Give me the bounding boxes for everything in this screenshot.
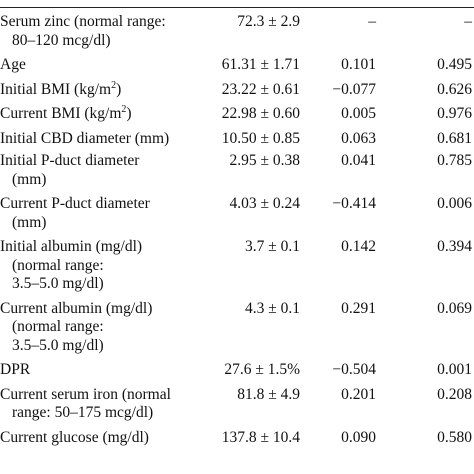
table-top-rule [0, 7, 474, 8]
mean-sd-cell: 22.98 ± 0.60 [221, 105, 300, 122]
correlation-cell: −0.077 [332, 80, 376, 98]
table-row: Initial albumin (mg/dl) (normal range: 3… [0, 232, 474, 294]
p-value-cell: 0.495 [437, 56, 472, 73]
mean-sd-cell: 10.50 ± 0.85 [221, 129, 300, 147]
variable-label: Initial BMI (kg/m [0, 80, 112, 98]
variable-label: Initial CBD diameter (mm) [0, 129, 170, 147]
correlation-cell: 0.201 [341, 385, 376, 403]
variable-cell: Current glucose (mg/dl) [0, 423, 198, 448]
variable-label: Current glucose (mg/dl) [0, 428, 149, 446]
mean-sd-cell: 27.6 ± 1.5% [224, 361, 300, 378]
variable-label-cont: (normal range: [12, 256, 104, 274]
correlation-cell: – [368, 13, 376, 30]
p-value-cell: 0.580 [437, 428, 472, 446]
variable-cell: Current albumin (mg/dl) (normal range: 3… [0, 294, 198, 356]
table-row: Initial CBD diameter (mm) 10.50 ± 0.85 0… [0, 124, 474, 149]
correlation-cell: 0.063 [341, 129, 376, 147]
correlation-table: Serum zinc (normal range: 80–120 mcg/dl)… [0, 13, 474, 447]
table-row: Current albumin (mg/dl) (normal range: 3… [0, 294, 474, 356]
p-value-cell: 0.785 [437, 152, 472, 169]
correlation-cell: 0.142 [341, 238, 376, 255]
p-value-cell: 0.208 [437, 385, 472, 403]
p-value-cell: 0.069 [437, 299, 472, 317]
p-value-cell: 0.681 [437, 129, 472, 147]
mean-sd-cell: 137.8 ± 10.4 [221, 428, 300, 446]
mean-sd-cell: 72.3 ± 2.9 [237, 13, 300, 30]
p-value-cell: 0.006 [437, 195, 472, 212]
variable-label: Initial P-duct diameter [0, 152, 140, 169]
variable-cell: Initial CBD diameter (mm) [0, 124, 198, 149]
mean-sd-cell: 4.03 ± 0.24 [229, 195, 300, 212]
table-row: Serum zinc (normal range: 80–120 mcg/dl)… [0, 13, 474, 50]
correlation-cell: 0.090 [341, 428, 376, 446]
mean-sd-cell: 4.3 ± 0.1 [244, 299, 300, 317]
table-row: Initial P-duct diameter (mm) 2.95 ± 0.38… [0, 148, 474, 189]
correlation-cell: 0.041 [341, 152, 376, 169]
table-row: Current serum iron (normal range: 50–175… [0, 380, 474, 423]
variable-label: Current serum iron (normal [0, 385, 171, 403]
variable-cell: DPR [0, 355, 198, 380]
correlation-cell: −0.504 [332, 361, 376, 378]
variable-label-cont: (mm) [12, 170, 47, 188]
variable-cell: Serum zinc (normal range: 80–120 mcg/dl) [0, 13, 198, 50]
variable-label-end: ) [126, 105, 132, 122]
variable-label: Current BMI (kg/m [0, 105, 122, 122]
variable-cell: Current BMI (kg/m2) [0, 99, 198, 124]
mean-sd-cell: 81.8 ± 4.9 [237, 385, 300, 403]
table-row: Current glucose (mg/dl) 137.8 ± 10.4 0.0… [0, 423, 474, 448]
variable-label-end: ) [116, 80, 122, 98]
variable-label-cont: 3.5–5.0 mg/dl) [12, 336, 104, 354]
correlation-cell: −0.414 [332, 195, 376, 212]
variable-label: Current albumin (mg/dl) [0, 299, 153, 317]
variable-cell: Initial BMI (kg/m2) [0, 75, 198, 100]
variable-cell: Age [0, 50, 198, 75]
variable-cell: Initial P-duct diameter (mm) [0, 148, 198, 189]
p-value-cell: – [464, 13, 472, 30]
p-value-cell: 0.976 [437, 105, 472, 122]
p-value-cell: 0.626 [437, 80, 472, 98]
p-value-cell: 0.001 [437, 361, 472, 378]
variable-cell: Initial albumin (mg/dl) (normal range: 3… [0, 232, 198, 294]
p-value-cell: 0.394 [437, 238, 472, 255]
table-row: Age 61.31 ± 1.71 0.101 0.495 [0, 50, 474, 75]
variable-label-cont: range: 50–175 mcg/dl) [12, 404, 154, 421]
superscript: 2 [121, 104, 127, 115]
table-row: Initial BMI (kg/m2) 23.22 ± 0.61 −0.077 … [0, 75, 474, 100]
variable-label: Current P-duct diameter [0, 195, 150, 212]
variable-label: DPR [0, 361, 31, 378]
variable-label: Initial albumin (mg/dl) [0, 238, 143, 255]
variable-label-cont: (normal range: [12, 318, 104, 335]
table-row: Current P-duct diameter (mm) 4.03 ± 0.24… [0, 189, 474, 232]
variable-label-cont: 80–120 mcg/dl) [12, 31, 111, 49]
variable-label-cont: 3.5–5.0 mg/dl) [12, 275, 104, 292]
variable-cell: Current P-duct diameter (mm) [0, 189, 198, 232]
table-row: Current BMI (kg/m2) 22.98 ± 0.60 0.005 0… [0, 99, 474, 124]
mean-sd-cell: 61.31 ± 1.71 [221, 56, 300, 73]
table-row: DPR 27.6 ± 1.5% −0.504 0.001 [0, 355, 474, 380]
mean-sd-cell: 23.22 ± 0.61 [221, 80, 300, 98]
mean-sd-cell: 3.7 ± 0.1 [244, 238, 300, 255]
correlation-cell: 0.005 [341, 105, 376, 122]
variable-label-cont: (mm) [12, 213, 47, 231]
superscript: 2 [111, 79, 117, 91]
mean-sd-cell: 2.95 ± 0.38 [229, 152, 300, 169]
correlation-cell: 0.291 [341, 299, 376, 317]
variable-label: Serum zinc (normal range: [0, 13, 166, 30]
variable-label: Age [0, 56, 26, 73]
variable-cell: Current serum iron (normal range: 50–175… [0, 380, 198, 423]
correlation-cell: 0.101 [341, 56, 376, 73]
